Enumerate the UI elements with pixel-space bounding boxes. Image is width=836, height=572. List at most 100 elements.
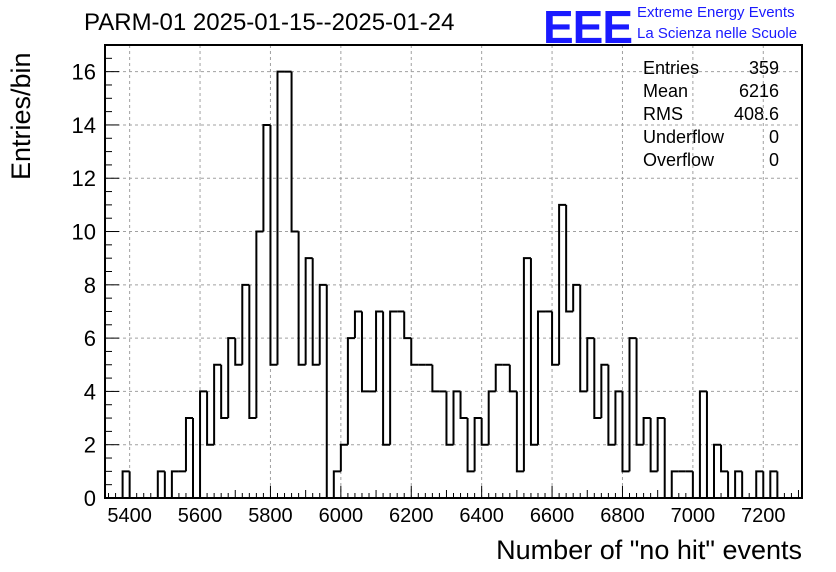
histogram-bin [241, 283, 250, 365]
histogram-bin [755, 470, 764, 498]
histogram-bin [431, 364, 440, 393]
x-tick-label: 5800 [248, 505, 293, 527]
histogram-bin [382, 311, 391, 446]
histogram-bin [628, 337, 637, 472]
histogram-bin [551, 311, 560, 366]
histogram-bin [276, 70, 285, 365]
histogram-bin [170, 470, 179, 498]
stat-value: 359 [748, 58, 779, 78]
logo-line-1: Extreme Energy Events [637, 4, 795, 21]
histogram-bin [614, 390, 623, 445]
stat-value: 0 [768, 150, 779, 170]
histogram-bin [508, 364, 517, 393]
x-axis-label: Number of "no hit" events [496, 535, 802, 565]
histogram-bin [642, 417, 651, 445]
histogram-bin [670, 470, 679, 498]
histogram-bin [445, 391, 454, 446]
histogram-bin [234, 338, 243, 366]
chart-title: PARM-01 2025-01-15--2025-01-24 [84, 9, 455, 36]
x-tick-label: 7000 [671, 505, 716, 527]
y-tick-label: 10 [72, 220, 96, 245]
histogram-bin [769, 470, 778, 498]
histogram-bin [727, 471, 736, 499]
histogram-bin [536, 310, 546, 445]
histogram-bin [522, 257, 531, 472]
x-tick-label: 6000 [319, 505, 364, 527]
histogram-bin [311, 258, 320, 366]
histogram-bin [600, 363, 609, 419]
histogram-bin [375, 310, 384, 392]
histogram-bin [255, 230, 264, 419]
histogram-bin [635, 338, 644, 446]
histogram-bin [318, 283, 327, 365]
histogram-bin [248, 284, 257, 420]
histogram-bin [466, 418, 475, 473]
stat-key: Underflow [643, 127, 725, 147]
histogram-bin [410, 338, 419, 366]
histogram-bin [712, 443, 722, 498]
histogram-bin [776, 471, 785, 499]
histogram-bin [128, 471, 137, 499]
histogram-bin [304, 257, 313, 365]
histogram-bin [593, 338, 602, 420]
stat-value: 408.6 [733, 104, 779, 124]
histogram-bin [269, 124, 278, 366]
y-axis-label: Entries/bin [6, 52, 36, 180]
histogram-bin [572, 283, 581, 312]
histogram-bin [403, 311, 412, 340]
histogram-bin [332, 470, 341, 498]
histogram-bin [121, 470, 130, 498]
stat-row-overflow: Overflow 0 [643, 150, 779, 172]
logo-line-2: La Scienza nelle Scuole [637, 25, 798, 42]
histogram-bin [663, 418, 672, 499]
y-tick-label: 14 [72, 113, 96, 138]
histogram-bin [156, 470, 165, 498]
histogram-bin [741, 471, 750, 499]
histogram-bin [586, 337, 595, 392]
y-tick-label: 12 [72, 166, 96, 191]
stat-row-mean: Mean 6216 [643, 81, 779, 103]
stat-key: RMS [643, 104, 683, 124]
x-tick-label: 6400 [459, 505, 504, 527]
x-tick-label: 6200 [389, 505, 434, 527]
histogram-bin [494, 363, 503, 392]
x-tick-label: 6800 [600, 505, 645, 527]
histogram-bin [213, 363, 222, 445]
y-tick-label: 16 [72, 60, 96, 85]
x-axis: 5400 5600 5800 6000 6200 6400 6600 6800 7000 7200 [107, 486, 799, 527]
histogram-bin [529, 258, 538, 446]
histogram-bin [565, 204, 574, 313]
y-tick-label: 4 [84, 379, 96, 404]
x-tick-label: 6600 [530, 505, 575, 527]
histogram-bin [452, 390, 461, 445]
histogram-bin [579, 284, 588, 393]
histogram-bin [480, 418, 489, 446]
x-tick-label: 7200 [741, 505, 786, 527]
stat-value: 0 [768, 127, 779, 147]
histogram-bin [558, 203, 567, 365]
histogram-bin [473, 417, 482, 472]
histogram-bin [734, 470, 743, 498]
histogram-bin [607, 364, 616, 446]
x-tick-label: 5600 [178, 505, 223, 527]
histogram-bin [360, 311, 370, 393]
y-tick-label: 0 [84, 486, 96, 511]
histogram-bin [720, 444, 729, 473]
stat-row-rms: RMS 408.6 [643, 104, 779, 126]
x-tick-label: 5400 [107, 505, 152, 527]
eee-logo: EEE [543, 1, 633, 53]
histogram-bin [163, 471, 172, 499]
histogram-bin [389, 310, 398, 445]
histogram-bin [353, 310, 362, 339]
histogram-bin [487, 390, 496, 445]
histogram-bin [262, 123, 271, 232]
stat-value: 6216 [738, 81, 779, 101]
stat-key: Entries [643, 58, 700, 78]
histogram-bin [762, 471, 771, 499]
y-tick-label: 8 [84, 273, 96, 298]
y-axis: 0 2 4 6 8 10 12 14 16 [72, 44, 119, 511]
histogram-bin [698, 390, 707, 498]
histogram-bin [184, 417, 194, 472]
histogram-bin [346, 337, 355, 445]
histogram-bin [220, 364, 229, 420]
